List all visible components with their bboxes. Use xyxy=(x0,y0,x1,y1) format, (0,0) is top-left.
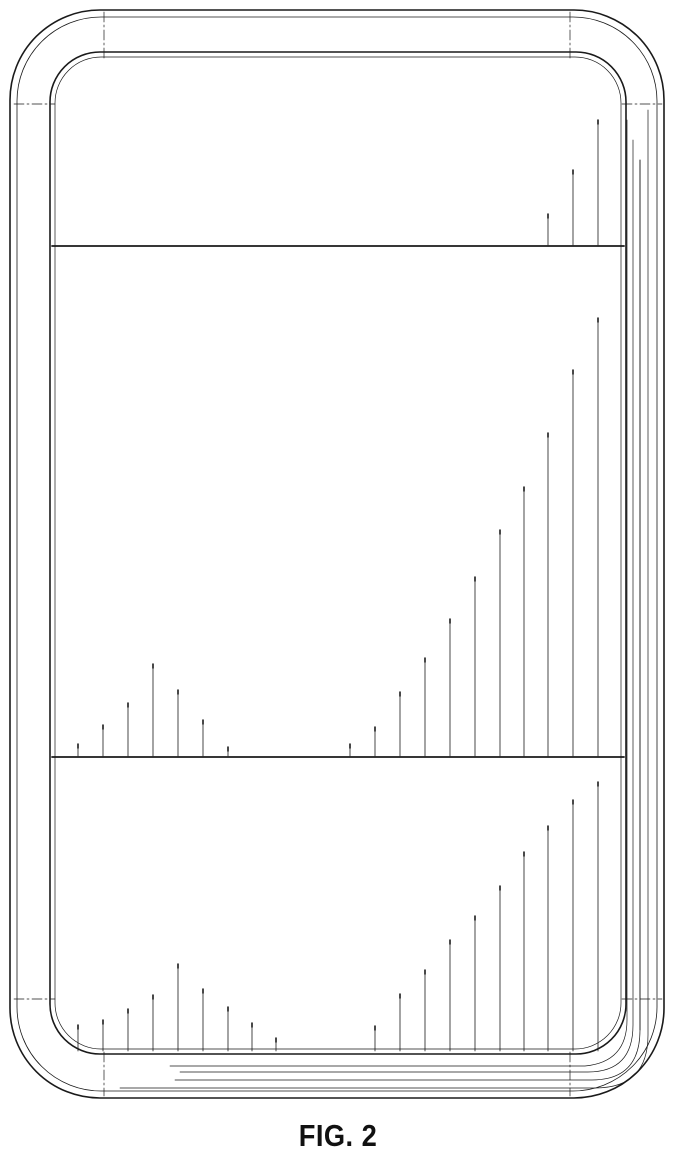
outer-tray-outline xyxy=(10,10,664,1098)
inner-cavity-inner-line xyxy=(55,57,621,1049)
wall-slope-lines xyxy=(120,110,648,1088)
surface-shading-lines xyxy=(78,120,640,1051)
patent-drawing xyxy=(0,0,676,1100)
rim-construction-lines xyxy=(14,12,662,1096)
outer-rim-inner-line xyxy=(17,17,657,1091)
inner-cavity-outline xyxy=(50,52,626,1054)
figure-caption: FIG. 2 xyxy=(41,1118,636,1154)
